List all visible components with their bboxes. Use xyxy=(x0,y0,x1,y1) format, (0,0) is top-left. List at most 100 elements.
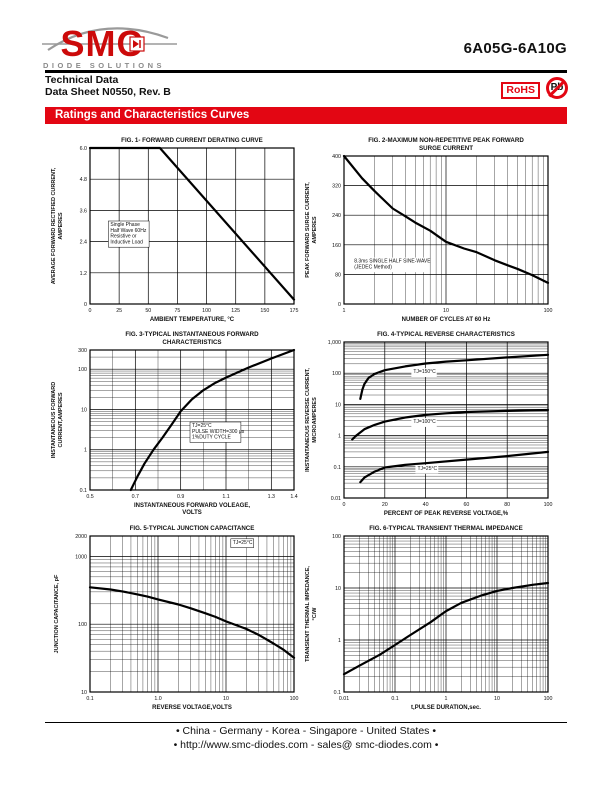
svg-text:1.3: 1.3 xyxy=(268,494,275,500)
svg-text:1: 1 xyxy=(84,448,87,454)
footer-contact: • http://www.smc-diodes.com - sales@ smc… xyxy=(173,739,439,751)
svg-text:10: 10 xyxy=(81,690,87,696)
svg-text:AMBIENT TEMPERATURE, °C: AMBIENT TEMPERATURE, °C xyxy=(150,317,235,323)
svg-text:80: 80 xyxy=(504,502,510,508)
svg-text:1.4: 1.4 xyxy=(290,494,297,500)
svg-text:400: 400 xyxy=(332,154,341,160)
svg-text:Single Phase: Single Phase xyxy=(110,222,140,228)
logo-tagline-text: DIODE SOLUTIONS xyxy=(43,61,165,70)
svg-text:0.01: 0.01 xyxy=(331,496,341,502)
doc-ref: Data Sheet N0550, Rev. B xyxy=(45,86,171,98)
svg-text:PULSE WIDTH=300 μs: PULSE WIDTH=300 μs xyxy=(192,429,245,435)
svg-text:4.8: 4.8 xyxy=(80,177,87,183)
svg-text:Inductive Load: Inductive Load xyxy=(110,239,143,245)
svg-text:Resistive or: Resistive or xyxy=(110,234,136,240)
svg-text:3.6: 3.6 xyxy=(80,208,87,214)
svg-text:240: 240 xyxy=(332,213,341,219)
svg-text:INSTANTANEOUS FORWARD: INSTANTANEOUS FORWARD xyxy=(51,382,57,458)
svg-text:MICROAMPERES: MICROAMPERES xyxy=(312,397,318,443)
svg-text:10: 10 xyxy=(335,402,341,408)
svg-text:TRANSIENT THERMAL IMPEDANCE,: TRANSIENT THERMAL IMPEDANCE, xyxy=(305,566,311,662)
svg-text:60: 60 xyxy=(463,502,469,508)
svg-text:CHARACTERISTICS: CHARACTERISTICS xyxy=(162,339,221,346)
svg-text:25: 25 xyxy=(116,308,122,314)
svg-text:JUNCTION CAPACITANCE, pF: JUNCTION CAPACITANCE, pF xyxy=(54,574,60,653)
svg-text:2000: 2000 xyxy=(75,534,87,540)
svg-text:1.0: 1.0 xyxy=(154,696,161,702)
svg-text:FIG. 4-TYPICAL REVERSE CHARACT: FIG. 4-TYPICAL REVERSE CHARACTERISTICS xyxy=(377,331,515,338)
svg-text:INSTANTANEOUS FORWARD VOLEAGE,: INSTANTANEOUS FORWARD VOLEAGE, xyxy=(134,503,250,509)
svg-text:160: 160 xyxy=(332,243,341,249)
svg-text:150: 150 xyxy=(260,308,269,314)
svg-text:0: 0 xyxy=(89,308,92,314)
svg-text:1: 1 xyxy=(338,638,341,644)
rohs-badge: RoHS xyxy=(501,82,540,99)
svg-text:80: 80 xyxy=(335,272,341,278)
svg-text:FIG. 5-TYPICAL JUNCTION CAPACI: FIG. 5-TYPICAL JUNCTION CAPACITANCE xyxy=(130,525,255,532)
svg-text:SURGE CURRENT: SURGE CURRENT xyxy=(419,145,473,152)
svg-text:PERCENT OF PEAK REVERSE VOLTAG: PERCENT OF PEAK REVERSE VOLTAGE,% xyxy=(384,511,509,517)
svg-text:TJ=25°C: TJ=25°C xyxy=(233,540,253,546)
svg-text:PEAK FORWARD SURGE CURRENT,: PEAK FORWARD SURGE CURRENT, xyxy=(305,182,311,278)
doc-type: Technical Data xyxy=(45,74,119,86)
diode-icon xyxy=(129,36,145,52)
svg-text:1: 1 xyxy=(338,434,341,440)
svg-text:75: 75 xyxy=(174,308,180,314)
ratings-banner: Ratings and Characteristics Curves xyxy=(45,107,567,124)
svg-text:REVERSE VOLTAGE,VOLTS: REVERSE VOLTAGE,VOLTS xyxy=(152,705,232,711)
svg-text:0.01: 0.01 xyxy=(339,696,349,702)
fig5-junction-capacitance-chart: FIG. 5-TYPICAL JUNCTION CAPACITANCE 0.1 1.… xyxy=(54,525,298,711)
svg-text:100: 100 xyxy=(544,696,553,702)
svg-text:TJ=25°C: TJ=25°C xyxy=(192,423,212,429)
svg-text:FIG. 2-MAXIMUM NON-REPETITIVE: FIG. 2-MAXIMUM NON-REPETITIVE PEAK FORWA… xyxy=(368,137,524,144)
svg-text:0: 0 xyxy=(338,302,341,308)
header-rule xyxy=(45,70,567,73)
svg-text:175: 175 xyxy=(290,308,299,314)
svg-text:TJ=25°C: TJ=25°C xyxy=(417,466,437,472)
fig3-forward-characteristics-chart: FIG. 3-TYPICAL INSTANTANEOUS FORWARDCHAR… xyxy=(51,331,298,516)
svg-text:10: 10 xyxy=(335,586,341,592)
svg-text:0.1: 0.1 xyxy=(334,690,341,696)
svg-text:0.5: 0.5 xyxy=(86,494,93,500)
banner-title: Ratings and Characteristics Curves xyxy=(55,109,250,121)
svg-text:10: 10 xyxy=(443,308,449,314)
svg-text:100: 100 xyxy=(544,502,553,508)
svg-text:0.1: 0.1 xyxy=(334,465,341,471)
svg-text:8.3ms SINGLE HALF SINE-WAVE: 8.3ms SINGLE HALF SINE-WAVE xyxy=(354,259,431,265)
svg-text:100: 100 xyxy=(544,308,553,314)
pb-free-badge: Pb xyxy=(546,77,568,99)
fig2-peak-surge-current-chart: FIG. 2-MAXIMUM NON-REPETITIVE PEAK FORWA… xyxy=(305,137,553,323)
svg-text:t,PULSE DURATION,sec.: t,PULSE DURATION,sec. xyxy=(411,705,481,711)
logo-arc xyxy=(47,27,169,51)
fig4-reverse-characteristics-chart: FIG. 4-TYPICAL REVERSE CHARACTERISTICS 0 2… xyxy=(305,331,553,517)
svg-text:INSTANTANEOUS REVERSE CURRENT,: INSTANTANEOUS REVERSE CURRENT, xyxy=(305,368,311,472)
svg-text:0.9: 0.9 xyxy=(177,494,184,500)
svg-text:VOLTS: VOLTS xyxy=(182,510,202,516)
charts-grid: FIG. 1- FORWARD CURRENT DERATING CURVE 0 2… xyxy=(48,134,564,716)
svg-text:0.1: 0.1 xyxy=(80,488,87,494)
logo-brand-text: SMC xyxy=(61,23,144,64)
svg-text:0: 0 xyxy=(84,302,87,308)
svg-text:40: 40 xyxy=(423,502,429,508)
svg-text:1000: 1000 xyxy=(75,554,87,560)
svg-text:320: 320 xyxy=(332,184,341,190)
footer-locations: • China - Germany - Korea - Singapore - … xyxy=(175,725,437,737)
svg-text:100: 100 xyxy=(332,534,341,540)
svg-text:FIG. 6-TYPICAL TRANSIENT THERM: FIG. 6-TYPICAL TRANSIENT THERMAL IMPEDAN… xyxy=(369,525,522,532)
fig6-thermal-impedance-chart: FIG. 6-TYPICAL TRANSIENT THERMAL IMPEDAN… xyxy=(305,525,553,711)
part-number: 6A05G-6A10G xyxy=(463,40,567,57)
svg-text:10: 10 xyxy=(494,696,500,702)
svg-text:(JEDEC Method): (JEDEC Method) xyxy=(354,264,392,270)
svg-text:AVERAGE FORWARD RECTIFIED CURR: AVERAGE FORWARD RECTIFIED CURRENT, xyxy=(51,167,57,284)
svg-text:1: 1 xyxy=(343,308,346,314)
svg-text:50: 50 xyxy=(145,308,151,314)
svg-text:1: 1 xyxy=(445,696,448,702)
footer-rule xyxy=(45,722,567,724)
svg-text:2.4: 2.4 xyxy=(80,240,87,246)
svg-text:300: 300 xyxy=(78,348,87,354)
svg-text:6.0: 6.0 xyxy=(80,146,87,152)
svg-text:10: 10 xyxy=(81,407,87,413)
smc-logo: SMC DIODE SOLUTIONS xyxy=(42,23,177,70)
svg-text:100: 100 xyxy=(78,367,87,373)
